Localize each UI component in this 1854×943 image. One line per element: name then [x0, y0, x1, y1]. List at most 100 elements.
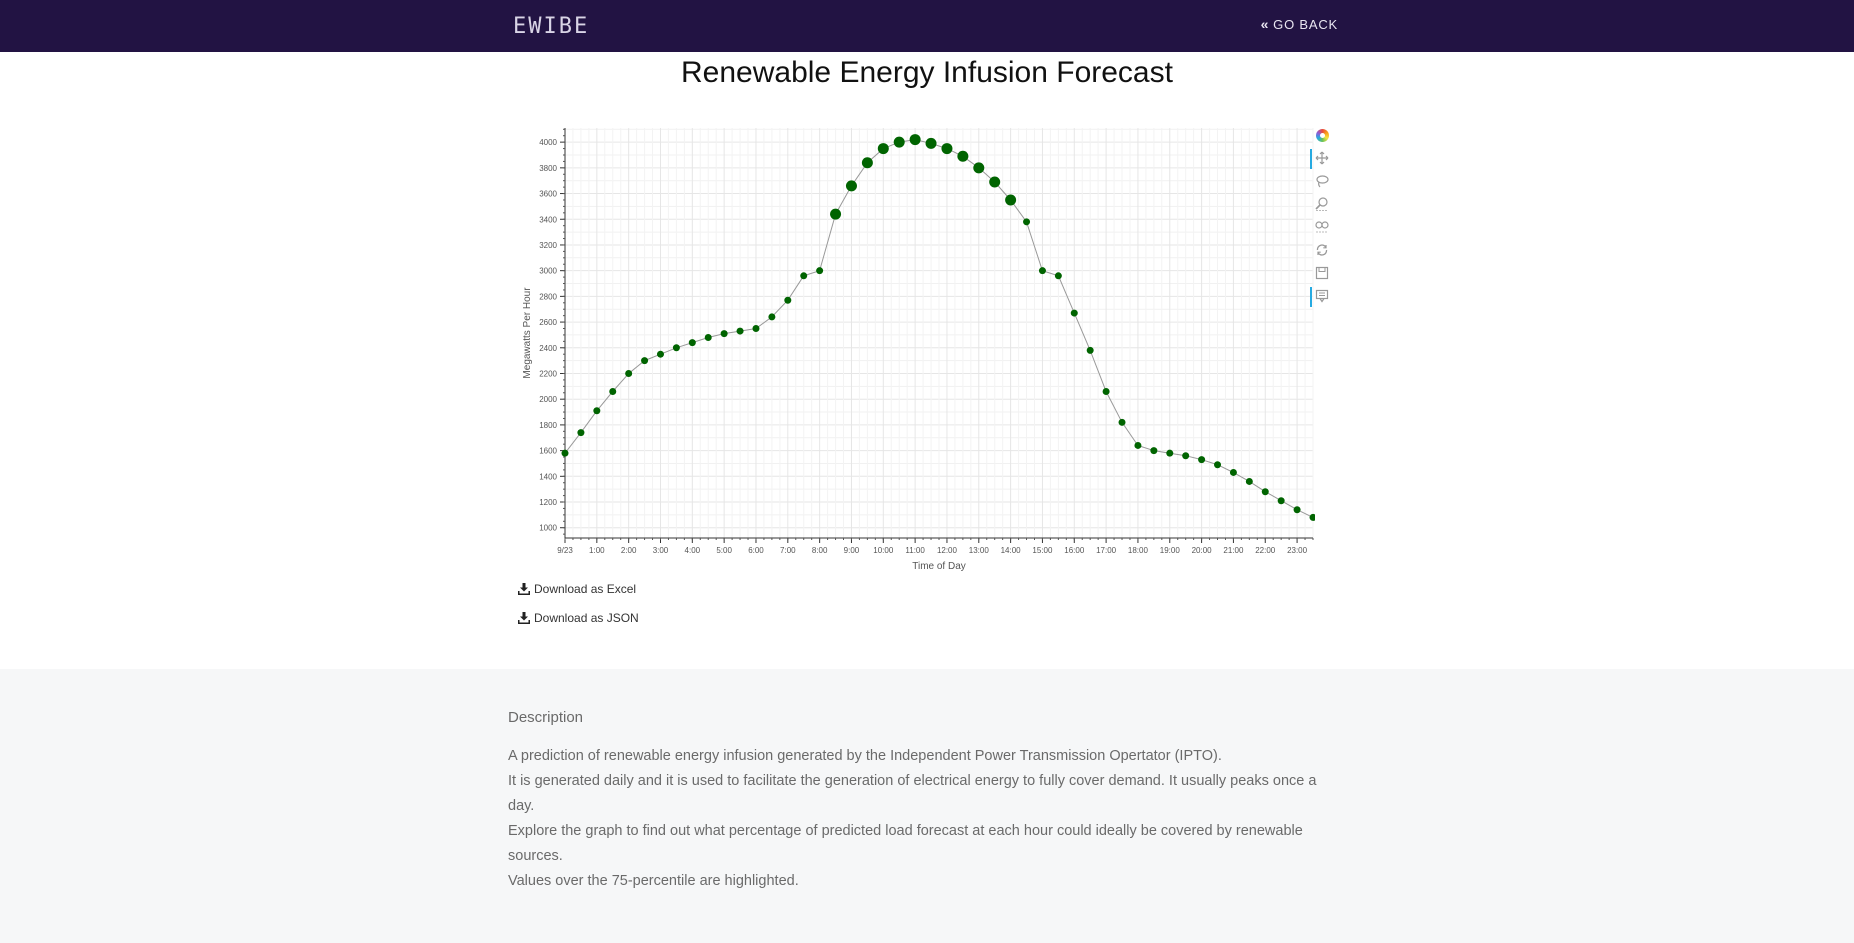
y-axis-label: Megawatts Per Hour	[522, 287, 533, 379]
x-tick-label: 21:00	[1223, 546, 1244, 555]
data-point	[704, 333, 712, 341]
x-tick-label: 4:00	[685, 546, 701, 555]
x-tick-label: 9/23	[557, 546, 573, 555]
y-tick-label: 1800	[539, 421, 557, 430]
x-tick-label: 6:00	[748, 546, 764, 555]
forecast-chart[interactable]: 1000 1200 1400 1600 1800 2000 2200 2400 2600 2800…	[515, 120, 1315, 580]
data-point	[720, 330, 728, 338]
data-point	[845, 180, 857, 192]
data-point	[1261, 488, 1269, 496]
data-point	[816, 267, 824, 275]
description-line-4: Values over the 75-percentile are highli…	[508, 873, 799, 889]
description-heading: Description	[508, 709, 584, 726]
y-tick-label: 3000	[539, 267, 557, 276]
y-tick-label: 2400	[539, 344, 557, 353]
download-icon	[518, 612, 530, 624]
pan-icon[interactable]	[1310, 149, 1331, 169]
download-json-label: Download as JSON	[534, 611, 639, 625]
x-tick-label: 20:00	[1192, 546, 1213, 555]
x-tick-label: 1:00	[589, 546, 605, 555]
double-chevron-left-icon: «	[1260, 16, 1270, 32]
x-tick-label: 8:00	[812, 546, 828, 555]
x-tick-label: 18:00	[1128, 546, 1149, 555]
data-point	[784, 296, 792, 304]
data-point	[957, 150, 969, 162]
y-tick-label: 2800	[539, 292, 557, 301]
save-icon[interactable]	[1313, 264, 1331, 282]
x-tick-label: 2:00	[621, 546, 637, 555]
x-tick-label: 11:00	[905, 546, 925, 555]
data-point	[1070, 309, 1078, 317]
data-point	[1293, 506, 1301, 514]
data-point	[609, 387, 617, 395]
brand-logo[interactable]: EWIBE	[513, 13, 589, 39]
bokeh-logo-icon[interactable]	[1313, 126, 1331, 144]
brand-name: EWIBE	[513, 13, 590, 39]
downloads-section: Download as Excel Download as JSON	[518, 581, 639, 639]
x-tick-label: 16:00	[1064, 546, 1085, 555]
data-point	[1038, 267, 1046, 275]
y-tick-label: 1200	[539, 498, 557, 507]
x-tick-label: 19:00	[1160, 546, 1181, 555]
x-tick-label: 10:00	[873, 546, 894, 555]
data-point	[1118, 418, 1126, 426]
data-point	[656, 350, 664, 358]
x-tick-label: 7:00	[780, 546, 796, 555]
data-point	[1005, 194, 1017, 206]
y-tick-label: 3800	[539, 164, 557, 173]
description-section: Description A prediction of renewable en…	[0, 669, 1854, 943]
data-point	[672, 344, 680, 352]
data-point	[577, 429, 585, 437]
data-point	[1166, 449, 1174, 457]
data-point	[752, 325, 760, 333]
download-excel-label: Download as Excel	[534, 582, 637, 596]
data-point	[1214, 461, 1222, 469]
x-tick-label: 23:00	[1287, 546, 1308, 555]
x-axis-label: Time of Day	[912, 561, 966, 572]
go-back-button[interactable]: « GO BACK	[1261, 16, 1338, 32]
x-tick-label: 9:00	[844, 546, 860, 555]
data-point	[893, 136, 905, 148]
data-point	[593, 407, 601, 415]
data-point	[641, 357, 649, 365]
x-tick-label: 3:00	[653, 546, 669, 555]
y-tick-label: 3200	[539, 241, 557, 250]
data-point	[800, 272, 808, 280]
reset-icon[interactable]	[1313, 241, 1331, 259]
description-line-1: A prediction of renewable energy infusio…	[508, 748, 1222, 764]
description-line-3: Explore the graph to find out what perce…	[508, 823, 1303, 864]
download-json-link[interactable]: Download as JSON	[518, 610, 639, 626]
x-tick-label: 12:00	[937, 546, 958, 555]
data-point	[877, 143, 889, 155]
x-tick-label: 13:00	[969, 546, 990, 555]
lasso-select-icon[interactable]	[1313, 172, 1331, 190]
top-navbar: EWIBE « GO BACK	[0, 0, 1854, 52]
data-point	[1229, 468, 1237, 476]
data-point	[1102, 387, 1110, 395]
y-tick-label: 2200	[539, 369, 557, 378]
data-point	[909, 134, 921, 146]
data-point	[861, 157, 873, 169]
data-point	[925, 137, 937, 149]
data-point	[736, 327, 744, 335]
chart-area[interactable]: 1000 1200 1400 1600 1800 2000 2200 2400 2600 2800…	[515, 120, 1335, 580]
data-point	[973, 162, 985, 174]
y-tick-label: 1600	[539, 447, 557, 456]
y-tick-label: 2600	[539, 318, 557, 327]
y-tick-label: 3600	[539, 190, 557, 199]
x-tick-label: 17:00	[1096, 546, 1117, 555]
data-point	[561, 449, 569, 457]
data-point	[688, 339, 696, 347]
download-icon	[518, 583, 530, 595]
data-point	[989, 176, 1001, 188]
data-point	[830, 208, 842, 220]
wheel-zoom-icon[interactable]	[1313, 218, 1331, 236]
y-tick-label: 3400	[539, 215, 557, 224]
data-point	[1277, 497, 1285, 505]
box-zoom-icon[interactable]	[1313, 195, 1331, 213]
download-excel-link[interactable]: Download as Excel	[518, 581, 639, 597]
x-tick-label: 5:00	[716, 546, 732, 555]
x-tick-label: 15:00	[1032, 546, 1053, 555]
hover-icon[interactable]	[1310, 287, 1331, 307]
y-tick-label: 4000	[539, 138, 557, 147]
